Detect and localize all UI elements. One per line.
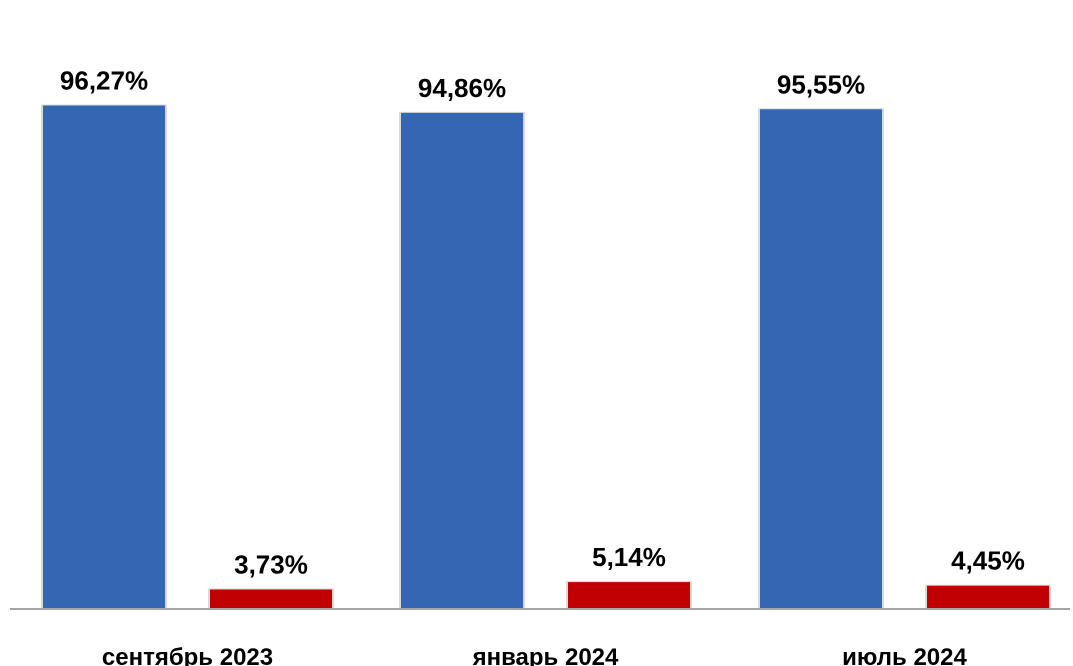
bar-primary-1 (401, 112, 523, 609)
data-label-secondary-1: 5,14% (592, 542, 666, 572)
bar-primary-0 (43, 105, 165, 609)
data-label-primary-0: 96,27% (60, 66, 148, 96)
category-label-1: январь 2024 (472, 644, 619, 666)
category-label-2: июль 2024 (842, 644, 967, 666)
bar-secondary-2 (927, 585, 1049, 609)
value-labels-group: 96,27% 3,73% 94,86% 5,14% 95,55% 4,45% (60, 66, 1025, 580)
bar-secondary-1 (568, 582, 690, 609)
category-labels-group: сентябрь 2023 январь 2024 июль 2024 (102, 644, 968, 666)
data-label-primary-2: 95,55% (777, 69, 865, 99)
bar-primary-2 (760, 109, 882, 609)
data-label-secondary-0: 3,73% (234, 549, 308, 579)
data-label-secondary-2: 4,45% (951, 546, 1025, 576)
bars-group (41, 104, 1051, 609)
category-label-0: сентябрь 2023 (102, 644, 273, 666)
bar-secondary-0 (210, 589, 332, 609)
data-label-primary-1: 94,86% (418, 73, 506, 103)
